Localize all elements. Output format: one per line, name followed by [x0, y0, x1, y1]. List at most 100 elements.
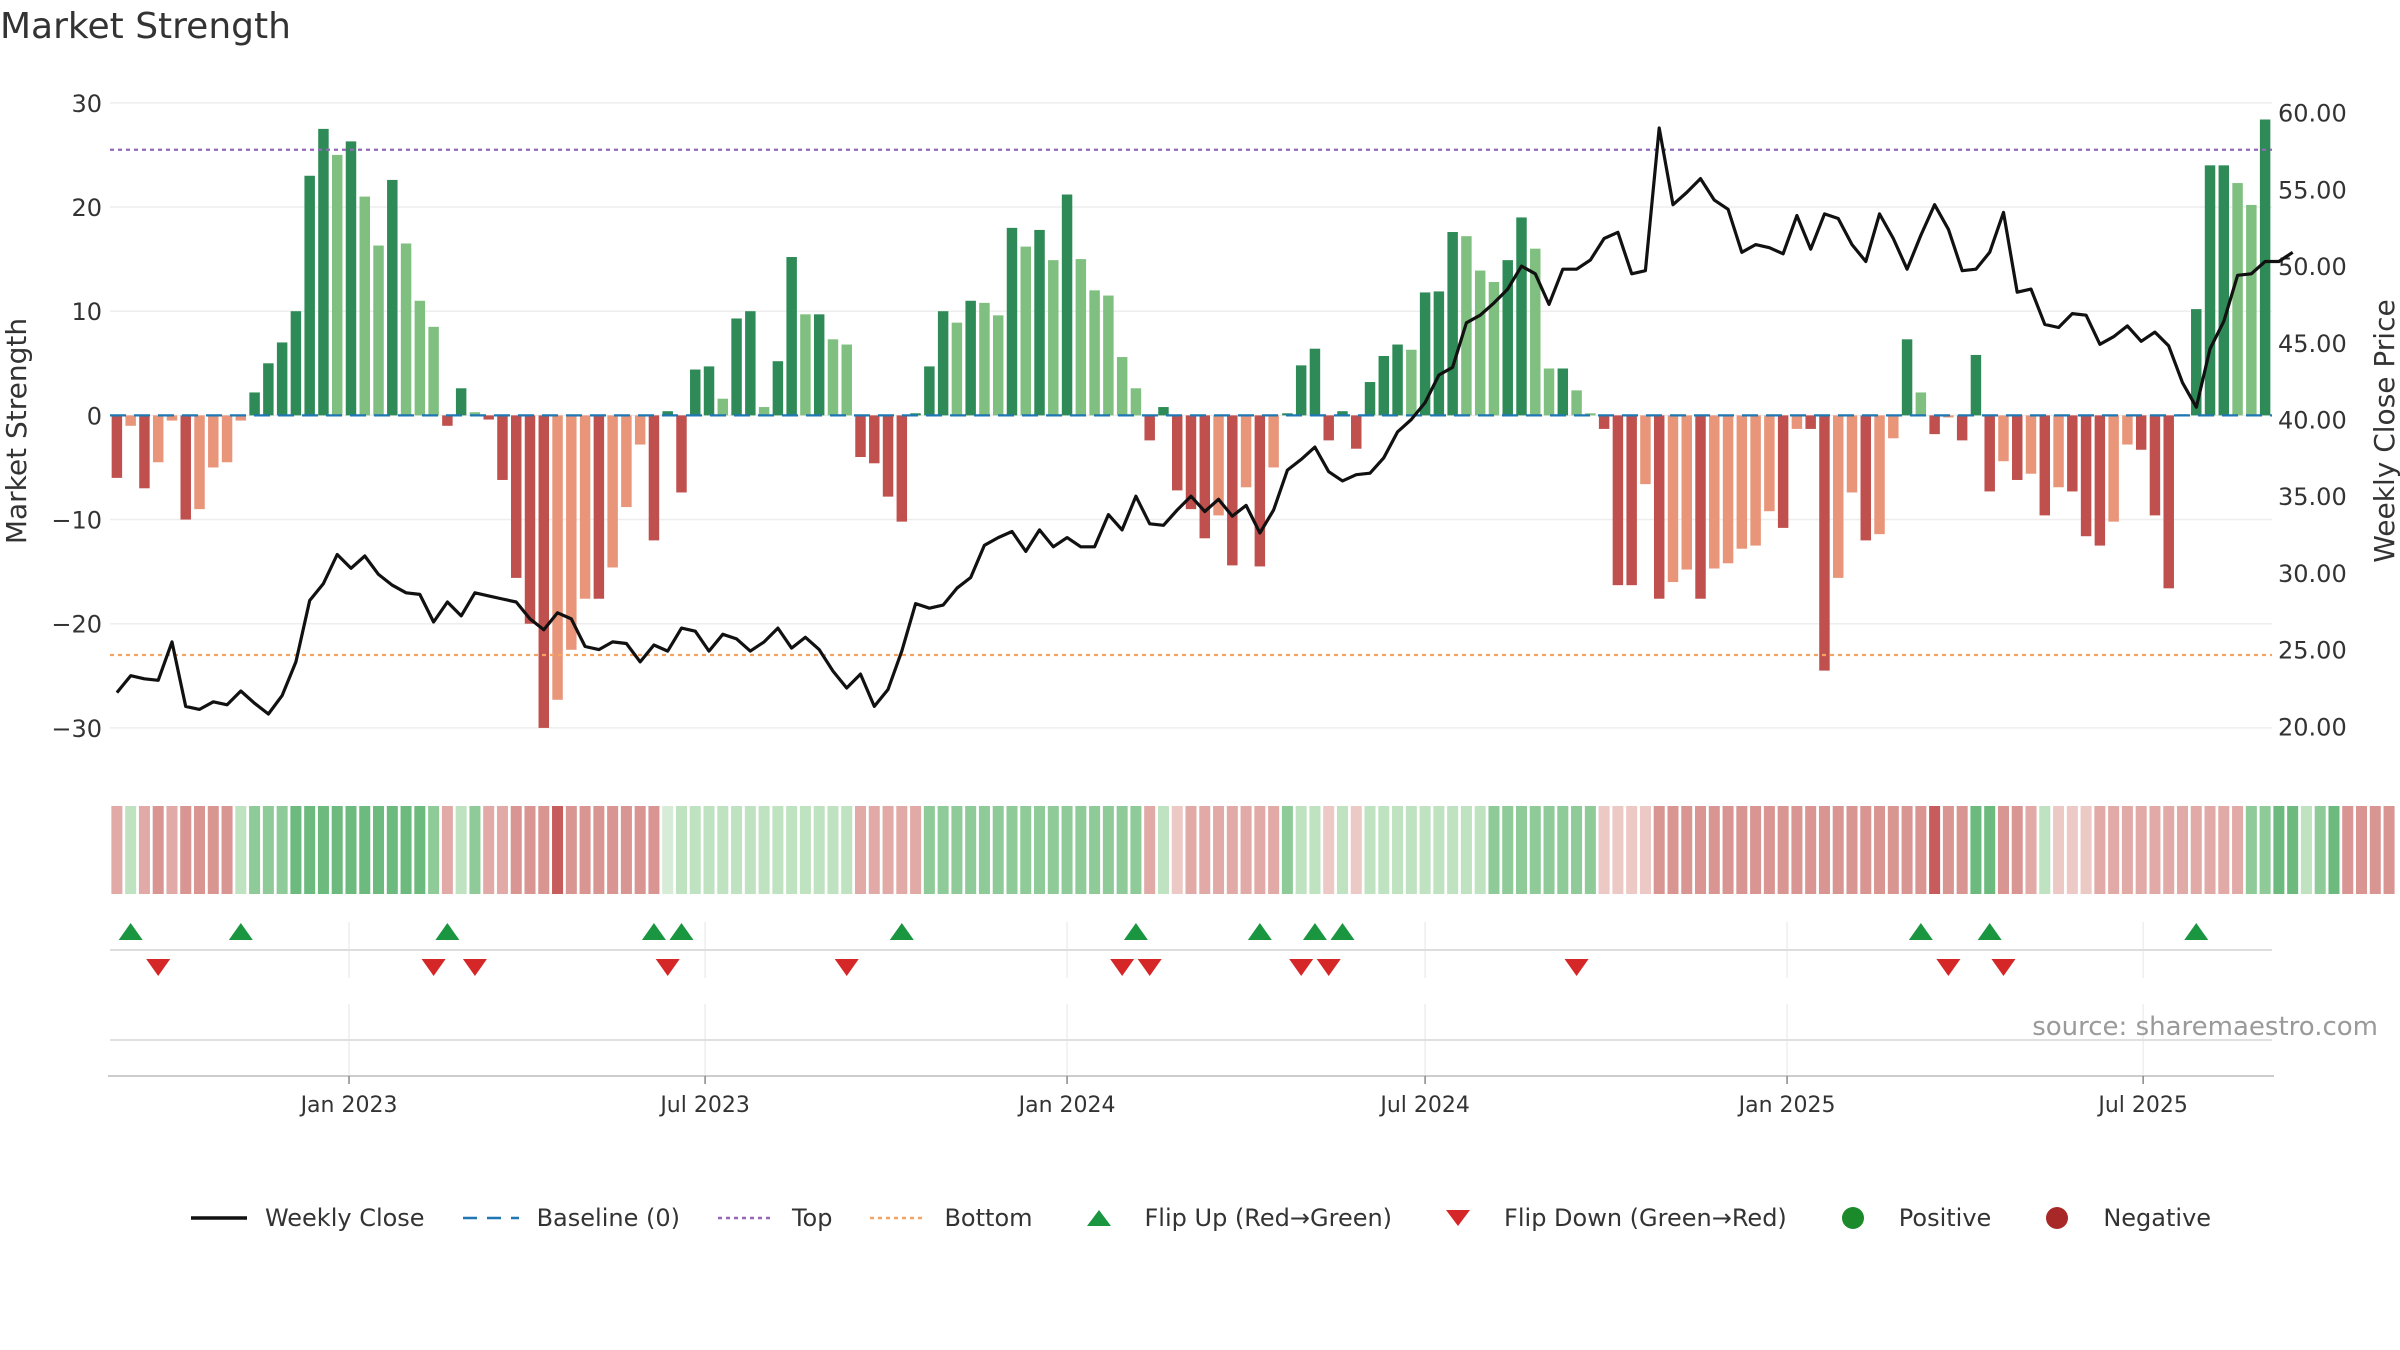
strength-bar — [152, 415, 164, 463]
legend-symbol — [1086, 1210, 1111, 1226]
strength-bar — [1419, 292, 1431, 416]
strength-strip-cell — [965, 806, 977, 894]
strength-strip-cell — [166, 806, 178, 894]
y2-tick-label: 25.00 — [2278, 637, 2347, 665]
strength-bar — [249, 392, 260, 416]
strength-strip-cell — [290, 806, 302, 894]
strength-strip-cell — [854, 806, 867, 894]
strength-strip-cell — [1750, 806, 1762, 894]
strength-bar — [1406, 349, 1417, 416]
strength-strip-cell — [1364, 806, 1376, 894]
strength-strip-cell — [414, 806, 426, 894]
y2-tick-label: 35.00 — [2278, 483, 2347, 511]
strength-bar — [345, 141, 357, 416]
strength-strip-cell — [2300, 806, 2312, 894]
strength-strip-cell — [1543, 806, 1555, 894]
y2-tick-label: 20.00 — [2278, 713, 2347, 741]
strength-strip-cell — [1460, 806, 1472, 894]
flip-up-marker — [641, 923, 666, 940]
strength-strip-cell — [951, 806, 963, 894]
strength-bar — [648, 415, 660, 541]
strength-strip-cell — [1102, 806, 1114, 894]
strength-strip-cell — [1529, 806, 1541, 894]
strength-bar — [1199, 415, 1211, 539]
strength-strip-cell — [276, 806, 288, 894]
legend-item[interactable]: Bottom — [868, 1204, 1033, 1232]
strength-strip-cell — [194, 806, 206, 894]
strength-bar — [1227, 415, 1238, 566]
flip-up-marker — [889, 923, 914, 940]
strength-bar — [2108, 415, 2119, 522]
strength-bar — [1516, 217, 1527, 416]
flip-down-marker — [462, 959, 487, 976]
strength-strip-cell — [138, 806, 150, 894]
strength-bar — [1901, 339, 1913, 416]
strength-strip-cell — [111, 806, 123, 894]
strength-strip-cell — [1089, 806, 1101, 894]
legend-item[interactable]: Positive — [1823, 1204, 1991, 1232]
strength-bar — [1034, 229, 1045, 416]
strength-bar — [1709, 415, 1720, 569]
strength-strip-cell — [1818, 806, 1830, 894]
strength-strip-cell — [1213, 806, 1225, 894]
strength-bar — [786, 257, 797, 416]
strength-strip-cell — [1639, 806, 1651, 894]
strength-strip-cell — [2176, 806, 2188, 894]
strength-bar — [2080, 415, 2092, 537]
legend-label: Flip Down (Green→Red) — [1504, 1204, 1787, 1232]
strength-strip-cell — [386, 806, 398, 894]
strength-strip-cell — [2053, 806, 2065, 894]
strength-strip-cell — [1571, 806, 1583, 894]
strength-strip-cell — [1157, 806, 1169, 894]
strength-strip-cell — [868, 806, 880, 894]
strength-bar — [1640, 415, 1651, 485]
strength-strip-cell — [538, 806, 550, 894]
strength-bar — [1006, 227, 1018, 416]
strength-strip-cell — [1681, 806, 1693, 894]
legend-item[interactable]: Top — [716, 1204, 832, 1232]
strength-bar — [2259, 119, 2271, 416]
legend-item[interactable]: Flip Up (Red→Green) — [1069, 1204, 1392, 1232]
y-tick-label: 10 — [71, 298, 102, 326]
strength-bar — [1846, 415, 1858, 493]
strength-strip-cell — [1846, 806, 1858, 894]
strength-strip-cell — [1006, 806, 1018, 894]
strength-bar — [1543, 368, 1555, 416]
strength-strip-cell — [2287, 806, 2299, 894]
strength-strip-cell — [978, 806, 990, 894]
strength-bar — [827, 339, 839, 416]
strength-bar — [1103, 295, 1114, 416]
flip-down-marker — [1564, 959, 1589, 976]
strength-strip-cell — [1433, 806, 1445, 894]
legend-item[interactable]: Weekly Close — [189, 1204, 425, 1232]
strength-bar — [1378, 355, 1390, 416]
strength-strip-cell — [2245, 806, 2257, 894]
strength-strip-cell — [1997, 806, 2009, 894]
strength-strip-cell — [1929, 806, 1941, 894]
strength-bar — [276, 342, 288, 416]
legend-item[interactable]: Baseline (0) — [461, 1204, 680, 1232]
strength-bar — [1736, 415, 1748, 549]
strength-bar — [690, 369, 701, 416]
strength-bar — [1502, 260, 1513, 416]
strength-bar — [2025, 415, 2037, 474]
strength-strip-cell — [758, 806, 770, 894]
strength-bar — [593, 415, 605, 599]
strength-bar — [1020, 246, 1031, 416]
strength-strip-cell — [2108, 806, 2120, 894]
legend-item[interactable]: Negative — [2027, 1204, 2211, 1232]
strength-bar — [1185, 415, 1197, 510]
strength-strip-cell — [455, 806, 467, 894]
strength-bar — [1171, 415, 1183, 491]
strength-strip-cell — [1309, 806, 1321, 894]
legend-label: Weekly Close — [264, 1204, 425, 1232]
strength-strip-cell — [1392, 806, 1404, 894]
flip-down-marker — [1137, 959, 1162, 976]
strength-bar — [359, 196, 370, 416]
legend-item[interactable]: Flip Down (Green→Red) — [1428, 1204, 1787, 1232]
strength-strip-cell — [896, 806, 908, 894]
y-tick-label: 30 — [71, 90, 102, 118]
strength-strip-cell — [1695, 806, 1707, 894]
flip-up-marker — [435, 923, 460, 940]
strength-strip-cell — [262, 806, 274, 894]
